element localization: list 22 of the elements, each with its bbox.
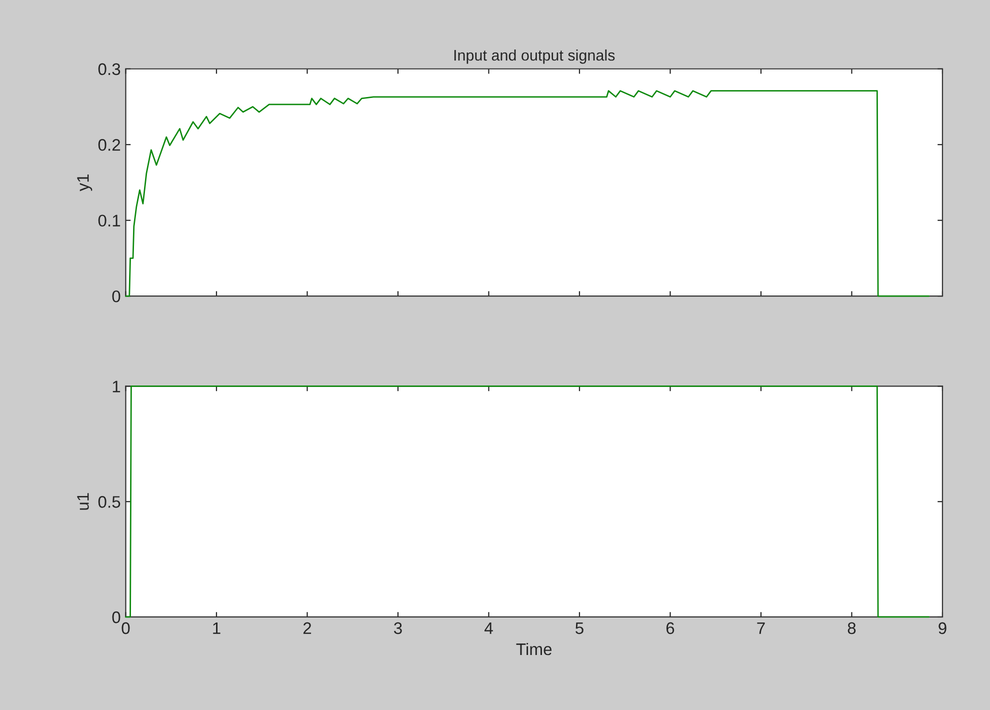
y-tick-label: 0 xyxy=(112,611,120,624)
x-tick-label: 8 xyxy=(848,622,856,634)
x-tick-label: 7 xyxy=(757,622,765,634)
y-tick-label: 0.3 xyxy=(98,63,120,76)
x-tick-label: 9 xyxy=(938,622,946,634)
x-tick-label: 5 xyxy=(576,622,584,634)
y-tick-label: 1 xyxy=(112,380,120,392)
y-tick-label: 0.5 xyxy=(98,496,120,508)
x-tick-label: 6 xyxy=(666,622,674,634)
x-axis-title: Time xyxy=(516,642,552,656)
x-tick-label: 0 xyxy=(122,622,130,634)
x-tick-label: 2 xyxy=(303,622,312,634)
line-series xyxy=(125,90,930,297)
x-tick-label: 1 xyxy=(213,622,220,634)
chart-title: Input and output signals xyxy=(454,49,615,64)
y-axis-title: u1 xyxy=(77,493,89,510)
y-tick-label: 0 xyxy=(112,290,120,302)
x-tick-label: 3 xyxy=(394,622,402,634)
y-tick-label: 0.2 xyxy=(98,139,120,151)
x-tick-label: 4 xyxy=(484,622,493,634)
y-axis-title: y1 xyxy=(77,174,92,192)
y-tick-label: 0.1 xyxy=(98,214,120,227)
